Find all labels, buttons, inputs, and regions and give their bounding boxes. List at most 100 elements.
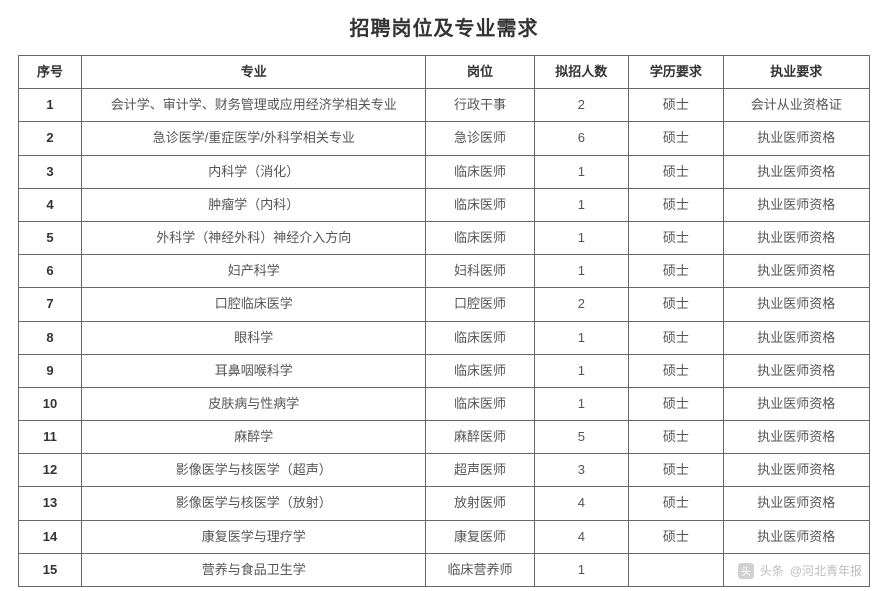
cell-cert: 执业医师资格: [723, 487, 869, 520]
cell-major: 内科学（消化）: [82, 155, 426, 188]
table-row: 13影像医学与核医学（放射）放射医师4硕士执业医师资格: [19, 487, 870, 520]
cell-seq: 8: [19, 321, 82, 354]
cell-count: 4: [534, 520, 629, 553]
cell-major: 眼科学: [82, 321, 426, 354]
cell-post: 口腔医师: [426, 288, 534, 321]
cell-seq: 10: [19, 387, 82, 420]
table-body: 1会计学、审计学、财务管理或应用经济学相关专业行政干事2硕士会计从业资格证2急诊…: [19, 89, 870, 587]
cell-seq: 9: [19, 354, 82, 387]
table-row: 7口腔临床医学口腔医师2硕士执业医师资格: [19, 288, 870, 321]
table-row: 12影像医学与核医学（超声）超声医师3硕士执业医师资格: [19, 454, 870, 487]
cell-major: 康复医学与理疗学: [82, 520, 426, 553]
col-header-post: 岗位: [426, 56, 534, 89]
cell-edu: 硕士: [629, 188, 724, 221]
table-row: 6妇产科学妇科医师1硕士执业医师资格: [19, 255, 870, 288]
cell-cert: 执业医师资格: [723, 354, 869, 387]
cell-post: 临床医师: [426, 188, 534, 221]
cell-edu: 硕士: [629, 221, 724, 254]
cell-cert: 执业医师资格: [723, 122, 869, 155]
cell-edu: 硕士: [629, 454, 724, 487]
cell-count: 4: [534, 487, 629, 520]
cell-seq: 6: [19, 255, 82, 288]
cell-cert: 执业医师资格: [723, 288, 869, 321]
cell-major: 口腔临床医学: [82, 288, 426, 321]
table-header-row: 序号 专业 岗位 拟招人数 学历要求 执业要求: [19, 56, 870, 89]
cell-major: 影像医学与核医学（放射）: [82, 487, 426, 520]
cell-count: 2: [534, 288, 629, 321]
cell-major: 皮肤病与性病学: [82, 387, 426, 420]
cell-major: 麻醉学: [82, 421, 426, 454]
col-header-seq: 序号: [19, 56, 82, 89]
cell-edu: 硕士: [629, 89, 724, 122]
cell-count: 1: [534, 354, 629, 387]
cell-post: 临床医师: [426, 387, 534, 420]
cell-count: 1: [534, 387, 629, 420]
cell-post: 妇科医师: [426, 255, 534, 288]
cell-post: 行政干事: [426, 89, 534, 122]
cell-seq: 3: [19, 155, 82, 188]
cell-seq: 11: [19, 421, 82, 454]
cell-major: 会计学、审计学、财务管理或应用经济学相关专业: [82, 89, 426, 122]
cell-edu: [629, 553, 724, 586]
cell-count: 1: [534, 321, 629, 354]
watermark-handle: @河北青年报: [790, 562, 862, 579]
cell-seq: 7: [19, 288, 82, 321]
table-row: 8眼科学临床医师1硕士执业医师资格: [19, 321, 870, 354]
col-header-count: 拟招人数: [534, 56, 629, 89]
cell-seq: 1: [19, 89, 82, 122]
cell-cert: 执业医师资格: [723, 188, 869, 221]
cell-post: 超声医师: [426, 454, 534, 487]
table-row: 2急诊医学/重症医学/外科学相关专业急诊医师6硕士执业医师资格: [19, 122, 870, 155]
table-row: 5外科学（神经外科）神经介入方向临床医师1硕士执业医师资格: [19, 221, 870, 254]
col-header-edu: 学历要求: [629, 56, 724, 89]
cell-count: 1: [534, 221, 629, 254]
cell-count: 5: [534, 421, 629, 454]
cell-major: 影像医学与核医学（超声）: [82, 454, 426, 487]
table-row: 14康复医学与理疗学康复医师4硕士执业医师资格: [19, 520, 870, 553]
cell-post: 临床营养师: [426, 553, 534, 586]
cell-cert: 执业医师资格: [723, 155, 869, 188]
table-row: 9耳鼻咽喉科学临床医师1硕士执业医师资格: [19, 354, 870, 387]
cell-cert: 执业医师资格: [723, 255, 869, 288]
col-header-major: 专业: [82, 56, 426, 89]
cell-count: 2: [534, 89, 629, 122]
cell-count: 6: [534, 122, 629, 155]
table-row: 4肿瘤学（内科）临床医师1硕士执业医师资格: [19, 188, 870, 221]
cell-major: 妇产科学: [82, 255, 426, 288]
recruitment-table: 序号 专业 岗位 拟招人数 学历要求 执业要求 1会计学、审计学、财务管理或应用…: [18, 55, 870, 587]
cell-major: 耳鼻咽喉科学: [82, 354, 426, 387]
cell-edu: 硕士: [629, 354, 724, 387]
cell-count: 1: [534, 553, 629, 586]
cell-post: 临床医师: [426, 354, 534, 387]
cell-seq: 4: [19, 188, 82, 221]
cell-post: 临床医师: [426, 221, 534, 254]
cell-count: 1: [534, 155, 629, 188]
watermark-logo-icon: 头: [738, 563, 754, 579]
cell-cert: 会计从业资格证: [723, 89, 869, 122]
cell-seq: 14: [19, 520, 82, 553]
cell-edu: 硕士: [629, 520, 724, 553]
cell-edu: 硕士: [629, 255, 724, 288]
cell-cert: 执业医师资格: [723, 421, 869, 454]
cell-major: 肿瘤学（内科）: [82, 188, 426, 221]
cell-edu: 硕士: [629, 288, 724, 321]
cell-cert: 执业医师资格: [723, 321, 869, 354]
col-header-cert: 执业要求: [723, 56, 869, 89]
cell-major: 急诊医学/重症医学/外科学相关专业: [82, 122, 426, 155]
table-row: 10皮肤病与性病学临床医师1硕士执业医师资格: [19, 387, 870, 420]
cell-post: 康复医师: [426, 520, 534, 553]
cell-cert: 执业医师资格: [723, 520, 869, 553]
cell-major: 外科学（神经外科）神经介入方向: [82, 221, 426, 254]
watermark: 头 头条 @河北青年报: [738, 562, 862, 579]
cell-edu: 硕士: [629, 122, 724, 155]
cell-edu: 硕士: [629, 387, 724, 420]
table-row: 11麻醉学麻醉医师5硕士执业医师资格: [19, 421, 870, 454]
table-row: 3内科学（消化）临床医师1硕士执业医师资格: [19, 155, 870, 188]
cell-major: 营养与食品卫生学: [82, 553, 426, 586]
cell-count: 1: [534, 255, 629, 288]
cell-post: 急诊医师: [426, 122, 534, 155]
cell-post: 临床医师: [426, 321, 534, 354]
cell-cert: 执业医师资格: [723, 221, 869, 254]
cell-edu: 硕士: [629, 421, 724, 454]
cell-edu: 硕士: [629, 487, 724, 520]
